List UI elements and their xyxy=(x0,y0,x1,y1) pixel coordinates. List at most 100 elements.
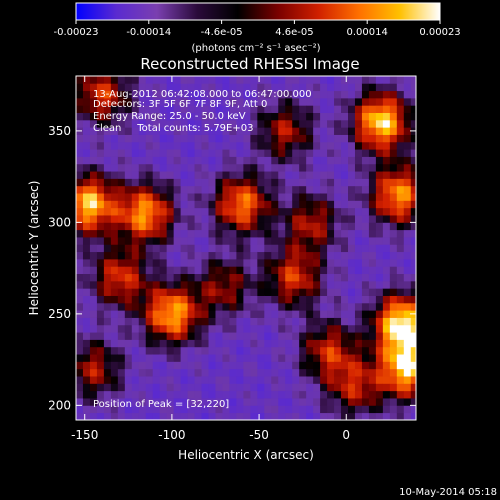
heatmap-cell xyxy=(110,295,119,304)
heatmap-cell xyxy=(159,383,168,392)
heatmap-cell xyxy=(229,237,237,245)
heatmap-cell xyxy=(145,324,154,333)
heatmap-cell xyxy=(348,258,356,267)
heatmap-cell xyxy=(117,215,126,223)
heatmap-cell xyxy=(327,215,335,223)
heatmap-cell xyxy=(96,229,105,238)
heatmap-cell xyxy=(306,412,314,420)
heatmap-cell xyxy=(110,251,119,260)
heatmap-cell xyxy=(96,200,105,209)
heatmap-cell xyxy=(180,207,188,216)
heatmap-cell xyxy=(138,317,147,326)
heatmap-cell xyxy=(110,215,119,223)
heatmap-cell xyxy=(361,339,370,348)
heatmap-cell xyxy=(194,302,202,311)
heatmap-cell xyxy=(152,258,161,267)
heatmap-cell xyxy=(194,251,202,260)
heatmap-cell xyxy=(306,90,314,99)
heatmap-cell xyxy=(103,383,112,392)
heatmap-cell xyxy=(334,317,342,326)
heatmap-cell xyxy=(348,412,356,420)
heatmap-cell xyxy=(410,149,416,157)
heatmap-cell xyxy=(159,266,168,275)
heatmap-cell xyxy=(110,258,119,267)
heatmap-cell xyxy=(292,185,300,194)
heatmap-cell xyxy=(89,90,98,99)
heatmap-cell xyxy=(187,222,195,231)
heatmap-cell xyxy=(327,134,335,143)
heatmap-cell xyxy=(327,361,335,370)
heatmap-cell xyxy=(341,288,349,296)
heatmap-cell xyxy=(152,105,161,113)
heatmap-cell xyxy=(348,361,356,370)
heatmap-cell xyxy=(166,346,175,355)
heatmap-cell xyxy=(306,288,314,296)
heatmap-cell xyxy=(292,412,300,420)
heatmap-cell xyxy=(138,185,147,194)
heatmap-cell xyxy=(410,266,416,275)
heatmap-cell xyxy=(103,134,112,143)
heatmap-cell xyxy=(243,332,251,340)
heatmap-cell xyxy=(361,119,370,128)
heatmap-cell xyxy=(201,127,209,135)
heatmap-cell xyxy=(382,149,391,157)
heatmap-cell xyxy=(348,251,356,260)
heatmap-cell xyxy=(82,273,91,282)
heatmap-cell xyxy=(131,376,140,384)
heatmap-cell xyxy=(82,105,91,113)
heatmap-cell xyxy=(138,324,147,333)
heatmap-cell xyxy=(89,295,98,304)
heatmap-cell xyxy=(389,368,398,377)
heatmap-cell xyxy=(285,302,293,311)
heatmap-cell xyxy=(403,405,412,414)
heatmap-cell xyxy=(215,171,223,179)
heatmap-cell xyxy=(152,185,161,194)
heatmap-cell xyxy=(341,310,349,318)
heatmap-cell xyxy=(152,266,161,275)
heatmap-cell xyxy=(243,119,251,128)
heatmap-cell xyxy=(320,317,328,326)
heatmap-cell xyxy=(124,244,133,253)
heatmap-cell xyxy=(152,200,161,209)
heatmap-cell xyxy=(194,83,202,92)
heatmap-cell xyxy=(82,398,91,406)
heatmap-cell xyxy=(375,273,384,282)
heatmap-cell xyxy=(76,295,84,304)
heatmap-cell xyxy=(313,76,321,84)
heatmap-cell xyxy=(299,244,307,253)
heatmap-cell xyxy=(222,178,230,187)
heatmap-cell xyxy=(334,112,342,121)
heatmap-cell xyxy=(285,368,293,377)
heatmap-cell xyxy=(138,90,147,99)
heatmap-cell xyxy=(138,229,147,238)
heatmap-cell xyxy=(396,295,405,304)
heatmap-cell xyxy=(382,229,391,238)
heatmap-cell xyxy=(250,273,258,282)
heatmap-cell xyxy=(166,200,175,209)
heatmap-cell xyxy=(131,302,140,311)
heatmap-cell xyxy=(117,332,126,340)
heatmap-cell xyxy=(292,90,300,99)
heatmap-cell xyxy=(201,346,209,355)
heatmap-cell xyxy=(110,383,119,392)
heatmap-cell xyxy=(173,141,182,150)
heatmap-cell xyxy=(313,354,321,362)
heatmap-cell xyxy=(271,346,279,355)
heatmap-cell xyxy=(313,105,321,113)
heatmap-cell xyxy=(96,97,105,106)
heatmap-cell xyxy=(382,185,391,194)
heatmap-cell xyxy=(145,258,154,267)
heatmap-cell xyxy=(152,317,161,326)
heatmap-cell xyxy=(257,258,265,267)
heatmap-cell xyxy=(222,76,230,84)
heatmap-cell xyxy=(257,354,265,362)
heatmap-cell xyxy=(334,119,342,128)
heatmap-cell xyxy=(271,354,279,362)
heatmap-cell xyxy=(173,251,182,260)
heatmap-cell xyxy=(299,273,307,282)
heatmap-cell xyxy=(82,324,91,333)
heatmap-cell xyxy=(138,134,147,143)
heatmap-cell xyxy=(403,215,412,223)
heatmap-cell xyxy=(327,390,335,399)
heatmap-cell xyxy=(201,207,209,216)
